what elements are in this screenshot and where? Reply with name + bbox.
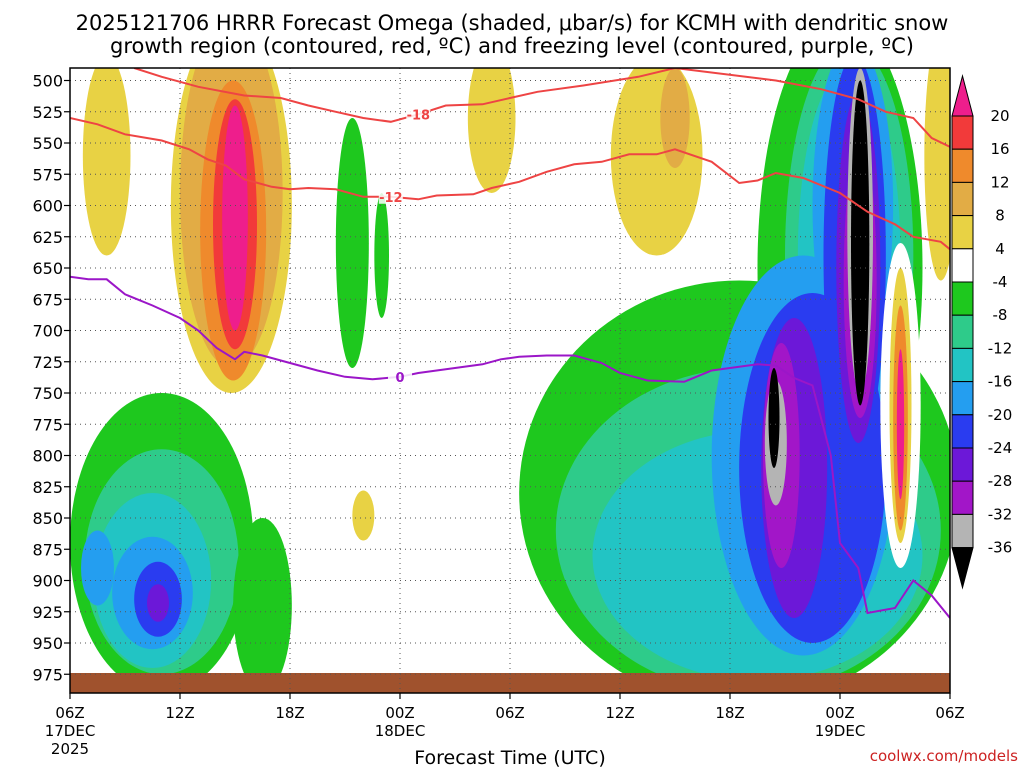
x-tick-label: 12Z [165,704,194,722]
colorbar-tick-label: -32 [988,505,1013,523]
colorbar-tick-label: -8 [993,306,1008,324]
colorbar-tick-label: -4 [993,273,1008,291]
y-tick-label: 950 [32,634,63,653]
y-tick-label: 500 [32,72,63,91]
colorbar-tick-label: 8 [995,207,1005,225]
colorbar-tick-label: -36 [988,539,1013,557]
omega-lobe-small [352,490,375,541]
colorbar-bin [951,513,974,549]
y-tick-label: 625 [32,228,63,247]
y-tick-label: 700 [32,322,63,341]
x-tick-date: 17DEC [45,722,96,740]
colorbar-tick-label: 12 [990,173,1009,191]
temperature-contours [70,68,950,619]
omega-neg-thin-b [335,118,369,368]
y-tick-label: 525 [32,103,63,122]
y-tick-label: 650 [32,259,63,278]
x-tick-date: 18DEC [375,722,426,740]
x-tick-label: 18Z [275,704,304,722]
x-tick-label: 06Z [935,704,964,722]
omega-lobe-left [82,68,131,256]
omega-neg-core-a [768,368,780,468]
omega-neg-low-g [233,518,292,693]
freezing-level-label: 0 [395,371,404,386]
colorbar-bin [951,115,974,150]
x-tick-label: 00Z [825,704,854,722]
y-tick-label: 775 [32,415,63,434]
omega-lobe-mid [467,68,516,193]
colorbar-bin [951,447,974,482]
omega-lobe-right-core [660,68,690,168]
dgz-top-label: -18 [407,108,431,123]
x-tick-label: 06Z [495,704,524,722]
colorbar-tick-label: 20 [990,107,1009,125]
colorbar-bin [951,181,974,217]
y-tick-label: 750 [32,384,63,403]
omega-neg-thin-a [303,0,332,6]
colorbar-bin [951,314,974,349]
dgz-top-label-bg [406,106,431,122]
chart-title-line2: growth region (contoured, red, ºC) and f… [110,34,914,58]
x-axis-label: Forecast Time (UTC) [414,747,605,768]
plot-grid [70,68,950,693]
credit-text: coolwx.com/models [870,747,1018,765]
y-tick-label: 800 [32,447,63,466]
omega-lobe-far [924,68,950,281]
colorbar-bin [951,347,974,383]
y-tick-label: 875 [32,540,63,559]
omega-neg-low-e [147,584,169,622]
colorbar-bin [951,281,974,316]
y-tick-label: 550 [32,134,63,153]
omega-plume-peak [222,105,248,331]
chart-title-line1: 2025121706 HRRR Forecast Omega (shaded, … [76,11,949,35]
y-tick-label: 850 [32,509,63,528]
colorbar-tick-label: 4 [995,240,1005,258]
colorbar-bin [951,480,974,515]
x-tick-label: 18Z [715,704,744,722]
colorbar: 20 16 12 8 4 -4 -8 -12 -16 -20 -24 -28 -32 -36 [951,74,1013,590]
y-tick-label: 975 [32,665,63,684]
contour-labels: -18 -12 0 [378,106,431,386]
y-tick-label: 575 [32,165,63,184]
colorbar-tick-label: -28 [988,472,1013,490]
colorbar-bin-bottom [951,547,974,590]
x-tick-label: 12Z [605,704,634,722]
dgz-top-contour [133,68,950,148]
y-tick-label: 725 [32,353,63,372]
colorbar-tick-label: -24 [988,439,1013,457]
dgz-bottom-label: -12 [379,191,403,206]
colorbar-bin [951,148,974,183]
y-tick-label: 900 [32,572,63,591]
x-tick-label: 06Z [55,704,84,722]
omega-neg-thin-c [374,193,389,318]
colorbar-tick-label: -16 [988,373,1013,391]
y-axis-ticks: 500 525 550 575 600 625 650 675 700 725 750 775 800 8… [32,72,70,684]
colorbar-bin-top [951,74,974,117]
colorbar-tick-label: 16 [990,140,1009,158]
colorbar-bin [951,381,974,416]
y-tick-label: 600 [32,197,63,216]
x-tick-label: 00Z [385,704,414,722]
y-tick-label: 675 [32,290,63,309]
dgz-bottom-label-bg [378,188,403,204]
colorbar-tick-label: -12 [988,339,1013,357]
omega-neg-core-b [851,80,870,406]
colorbar-bin [951,215,974,250]
omega-neg-low-f [81,530,114,606]
dgz-bottom-contour [70,117,950,251]
x-tick-year: 2025 [51,740,89,758]
colorbar-bin [951,414,974,449]
y-tick-label: 825 [32,478,63,497]
freezing-level-label-bg [388,368,412,384]
colorbar-tick-label: -20 [988,406,1013,424]
colorbar-bin [951,248,974,283]
x-tick-date: 19DEC [815,722,866,740]
y-tick-label: 925 [32,603,63,622]
freezing-level-contour [70,275,950,619]
